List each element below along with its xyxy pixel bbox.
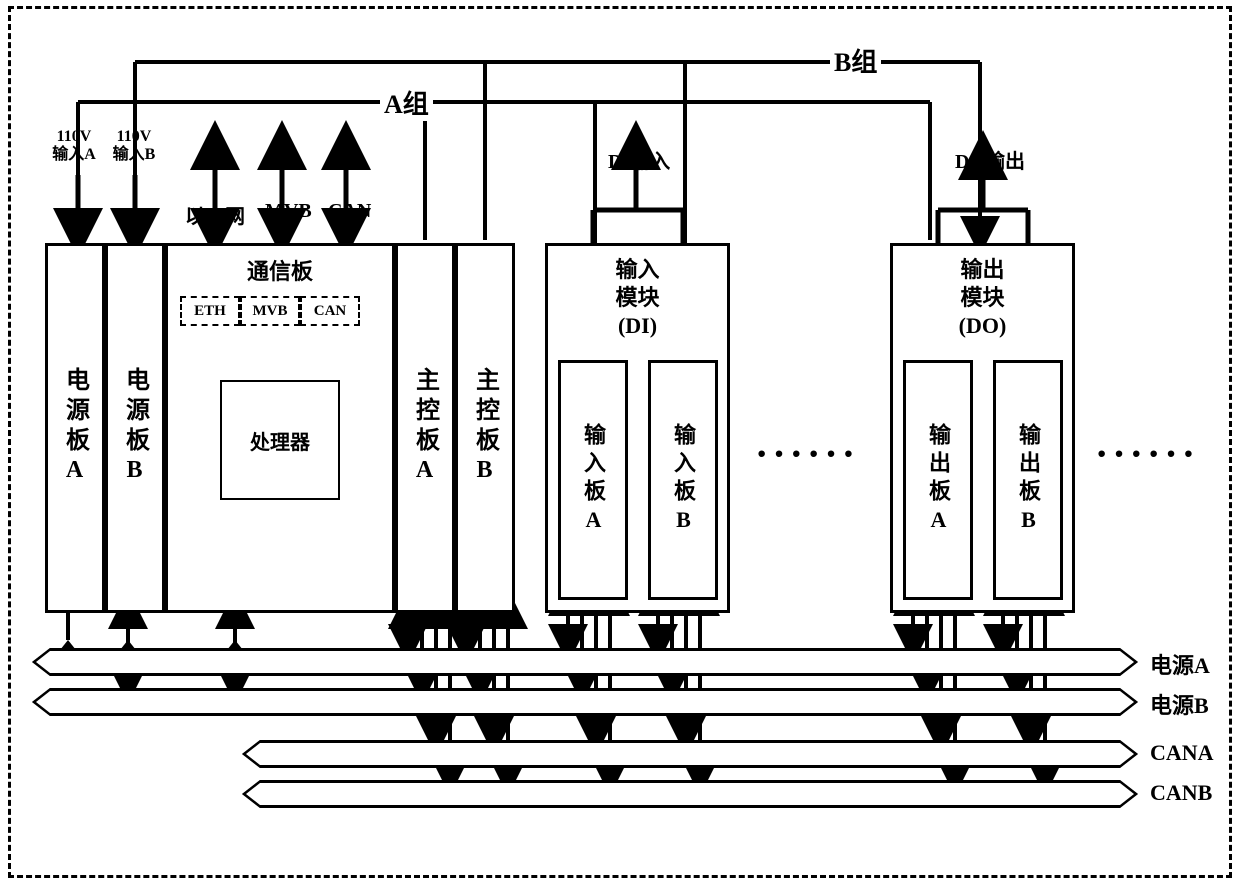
power-board-a: 电源板A: [45, 243, 105, 613]
input-board-b: 输入板B: [648, 360, 718, 600]
input-board-a: 输入板A: [558, 360, 628, 600]
bus-power-a-label: 电源A: [1150, 648, 1210, 680]
bus-power-b: [50, 688, 1120, 716]
output-board-b: 输出板B: [993, 360, 1063, 600]
power-board-b-label: 电源板B: [108, 246, 162, 610]
bus-can-a: [260, 740, 1120, 768]
bus-can-a-label: CANA: [1150, 740, 1214, 766]
power-board-b: 电源板B: [105, 243, 165, 613]
label-ethernet: 以太网: [185, 200, 245, 229]
comm-sub-eth: ETH: [180, 296, 240, 326]
output-board-b-label: 输出板B: [996, 363, 1060, 597]
ellipsis-2: ······: [1095, 430, 1199, 477]
output-board-a: 输出板A: [903, 360, 973, 600]
output-module-label: 输出 模块 (DO): [893, 256, 1072, 340]
label-do-output: DO输出: [955, 145, 1025, 174]
mcu-board-b-label: 主控板B: [458, 246, 512, 610]
bus-power-b-label: 电源B: [1150, 688, 1209, 720]
group-b-label: B组: [830, 42, 881, 79]
output-board-a-label: 输出板A: [906, 363, 970, 597]
comm-sub-mvb: MVB: [240, 296, 300, 326]
input-module-label: 输入 模块 (DI): [548, 256, 727, 340]
label-di-input: DI输入: [608, 145, 670, 174]
label-110v-b: 110V 输入B: [108, 128, 160, 164]
label-can: CAN: [328, 200, 371, 223]
input-board-b-label: 输入板B: [651, 363, 715, 597]
power-board-a-label: 电源板A: [48, 246, 102, 610]
diagram-canvas: B组 A组 110V 输入A 110V 输入B 以太网 MVB CAN DI输入…: [0, 0, 1240, 886]
mcu-board-a-label: 主控板A: [398, 246, 452, 610]
bus-power-a: [50, 648, 1120, 676]
comm-sub-can: CAN: [300, 296, 360, 326]
processor-box: 处理器: [220, 380, 340, 500]
mcu-board-b: 主控板B: [455, 243, 515, 613]
comm-board-label: 通信板: [168, 254, 392, 286]
ellipsis-1: ······: [755, 430, 859, 477]
bus-can-b: [260, 780, 1120, 808]
input-board-a-label: 输入板A: [561, 363, 625, 597]
label-mvb: MVB: [265, 200, 312, 223]
bus-can-b-label: CANB: [1150, 780, 1212, 806]
mcu-board-a: 主控板A: [395, 243, 455, 613]
group-a-label: A组: [380, 84, 433, 121]
label-110v-a: 110V 输入A: [48, 128, 100, 164]
